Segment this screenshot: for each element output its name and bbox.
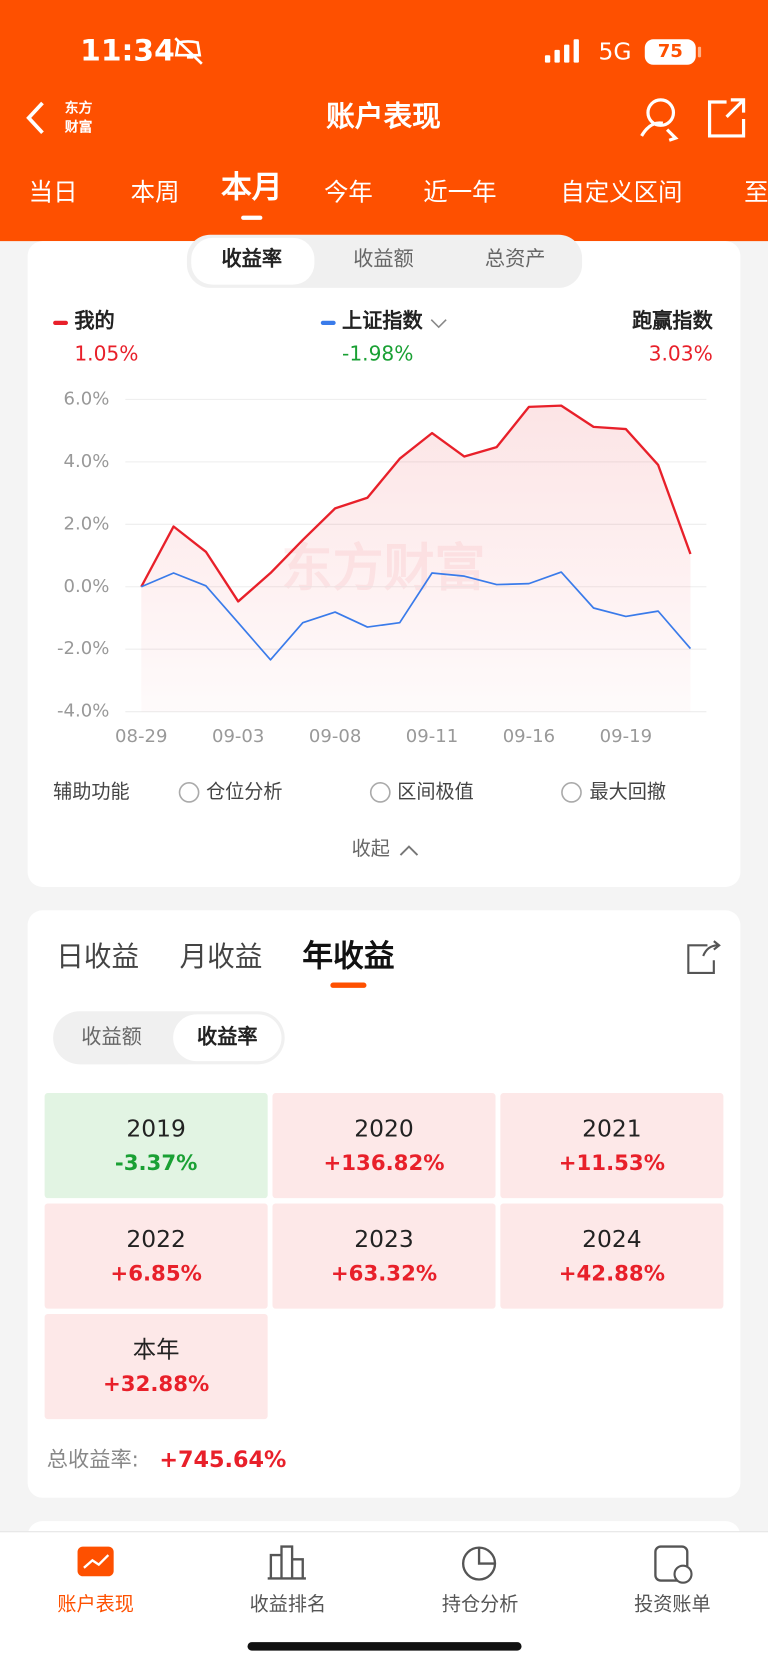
x-tick-label: 08-29 xyxy=(115,726,167,747)
period-tab[interactable]: 本周 xyxy=(131,177,180,206)
radio-buttons xyxy=(178,782,582,803)
aux-option[interactable]: 最大回撤 xyxy=(590,780,666,803)
year-value: +42.88% xyxy=(559,1262,665,1287)
year-cell xyxy=(44,1313,268,1420)
tab-indicator xyxy=(330,982,367,988)
year-value: +6.85% xyxy=(110,1262,201,1287)
period-tab[interactable]: 近一年 xyxy=(423,177,496,206)
period-tab[interactable]: 今年 xyxy=(324,177,373,206)
year-label: 2021 xyxy=(582,1115,641,1143)
period-tab[interactable]: 当日 xyxy=(29,177,78,206)
aux-option[interactable]: 区间极值 xyxy=(397,780,473,803)
bottom-nav-label[interactable]: 收益排名 xyxy=(250,1592,326,1615)
year-value: +63.32% xyxy=(331,1262,437,1287)
share-icon[interactable] xyxy=(687,940,721,975)
status-network: 5G xyxy=(599,38,632,66)
period-tab[interactable]: 至 xyxy=(744,177,768,206)
y-tick-label: -4.0% xyxy=(57,701,109,722)
year-value: -3.37% xyxy=(115,1151,197,1176)
mode-tab[interactable]: 收益率 xyxy=(197,1024,258,1048)
line xyxy=(140,571,692,661)
area xyxy=(141,405,691,712)
user-icon[interactable] xyxy=(646,98,676,127)
year-label: 本年 xyxy=(133,1336,180,1364)
y-tick-label: 6.0% xyxy=(64,388,110,409)
bottom-nav-label[interactable]: 账户表现 xyxy=(57,1592,133,1615)
status-battery: 75 xyxy=(658,41,683,62)
chart-tab[interactable]: 收益额 xyxy=(353,247,414,271)
radio[interactable] xyxy=(178,782,200,803)
share-icon[interactable] xyxy=(707,98,746,138)
year-label: 2023 xyxy=(354,1225,413,1253)
nav-icon[interactable] xyxy=(267,1545,306,1580)
chart-tab[interactable]: 总资产 xyxy=(485,247,546,271)
y-tick-label: 0.0% xyxy=(64,576,110,597)
year-cell xyxy=(272,1093,496,1199)
bottom-nav-label[interactable]: 投资账单 xyxy=(634,1592,710,1615)
legend-value: 1.05% xyxy=(74,341,138,365)
legend-name: 我的 xyxy=(74,308,114,332)
year-value: +11.53% xyxy=(559,1151,665,1176)
y-tick-label: 4.0% xyxy=(64,451,110,472)
period-tab[interactable]: 本月 xyxy=(221,170,283,206)
x-tick-label: 09-16 xyxy=(503,726,555,747)
status-icons xyxy=(174,37,702,65)
year-cell xyxy=(272,1203,496,1309)
total-value: +745.64% xyxy=(159,1447,286,1473)
y-tick-label: -2.0% xyxy=(57,638,109,659)
legend-name: 上证指数 xyxy=(342,308,424,332)
collapse-icon[interactable] xyxy=(399,845,419,856)
home-indicator xyxy=(247,1642,522,1651)
y-tick-label: 2.0% xyxy=(64,513,110,534)
chart-tab-active xyxy=(191,237,315,285)
returns-tab[interactable]: 月收益 xyxy=(180,940,263,973)
legend-name: 跑赢指数 xyxy=(632,308,714,332)
header xyxy=(0,0,768,242)
year-value: +136.82% xyxy=(323,1151,444,1176)
returns-tab[interactable]: 年收益 xyxy=(302,939,394,975)
logo-text: 东方 xyxy=(65,99,93,116)
year-label: 2022 xyxy=(126,1225,185,1253)
collapse[interactable]: 收起 xyxy=(352,837,390,860)
mode-active xyxy=(173,1014,282,1062)
bottom-nav-label[interactable]: 持仓分析 xyxy=(442,1592,518,1615)
legend-swatch xyxy=(53,320,68,326)
radio[interactable] xyxy=(561,782,582,803)
period-tab[interactable]: 自定义区间 xyxy=(560,177,682,206)
legend-value: 3.03% xyxy=(649,341,713,365)
line xyxy=(140,404,692,603)
year-value: +32.88% xyxy=(103,1372,209,1397)
x-tick-label: 09-11 xyxy=(406,726,458,747)
mode-tab[interactable]: 收益额 xyxy=(81,1024,142,1048)
x-tick-label: 09-03 xyxy=(212,726,264,747)
returns-tab[interactable]: 日收益 xyxy=(56,940,139,973)
legend-swatch xyxy=(320,320,336,326)
year-cell xyxy=(44,1093,268,1199)
nav-icon[interactable] xyxy=(654,1545,689,1582)
logo-text: 财富 xyxy=(65,118,93,135)
radio[interactable] xyxy=(369,782,391,803)
year-cell xyxy=(44,1203,268,1309)
year-cell xyxy=(500,1203,724,1309)
year-label: 2024 xyxy=(582,1225,641,1253)
total-label: 总收益率: xyxy=(47,1448,139,1473)
bottom-icons xyxy=(77,1545,693,1584)
nav-icons xyxy=(640,98,746,142)
chart-tab[interactable]: 收益率 xyxy=(221,247,282,271)
year-label: 2019 xyxy=(126,1115,185,1143)
page-title: 账户表现 xyxy=(326,99,441,133)
legend-value: -1.98% xyxy=(342,341,413,365)
x-tick-label: 09-08 xyxy=(309,726,361,747)
aux-label: 辅助功能 xyxy=(53,780,129,803)
aux-option[interactable]: 仓位分析 xyxy=(206,780,282,803)
tab-indicator xyxy=(241,215,263,220)
year-label: 2020 xyxy=(354,1115,413,1143)
year-cell xyxy=(500,1093,724,1199)
dropdown-icon[interactable] xyxy=(430,319,447,329)
x-tick-label: 09-19 xyxy=(600,726,652,747)
back-button[interactable] xyxy=(26,101,44,135)
status-time: 11:34 xyxy=(80,34,175,69)
